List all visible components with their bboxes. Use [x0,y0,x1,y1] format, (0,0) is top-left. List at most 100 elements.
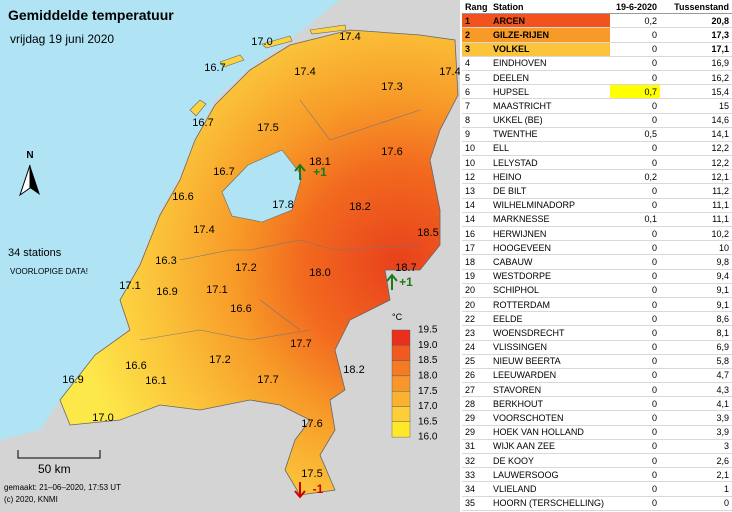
table-row: 14 MARKNESSE 0,1 11,1 [462,212,732,228]
table-cell: 0,2 [610,169,660,185]
table-cell: 17,1 [660,42,732,57]
table-cell: STAVOREN [490,382,610,398]
legend-tick: 16.0 [418,432,438,443]
table-cell: NIEUW BEERTA [490,354,610,369]
netherlands [59,29,459,496]
table-cell: 29 [462,425,490,440]
table-cell: WILHELMINADORP [490,198,610,213]
table-cell: 20 [462,297,490,313]
station-value: 16.6 [172,191,193,203]
table-cell: MARKNESSE [490,212,610,228]
table-cell: BERKHOUT [490,396,610,412]
station-value: 17.6 [381,146,402,158]
table-row: 3 VOLKEL 0 17,1 [462,42,732,57]
table-cell: HEINO [490,169,610,185]
station-value: 17.5 [257,122,278,134]
station-value: 16.7 [192,117,213,129]
header-cell: Station [490,0,610,15]
table-cell: DE KOOY [490,453,610,469]
station-value: 16.7 [213,166,234,178]
table-cell: 18 [462,254,490,270]
table-cell: WESTDORPE [490,269,610,284]
table-cell: 12,2 [660,141,732,157]
table-cell: 12,2 [660,155,732,171]
ijsselmeer [221,149,303,223]
table-cell: HOORN (TERSCHELLING) [490,496,610,511]
table-row: 2 GILZE-RIJEN 0 17,3 [462,27,732,43]
made: gemaakt: 21–06–2020, 17:53 UT [4,483,121,492]
table-row: 27 STAVOREN 0 4,3 [462,382,732,398]
legend-swatch [391,421,411,438]
legend-tick: 18.5 [418,355,438,366]
table-cell: 5 [462,70,490,86]
table-cell: 29 [462,410,490,426]
table-cell: 32 [462,453,490,469]
station-value: 17.2 [235,262,256,274]
station-value: 17.5 [301,468,322,480]
legend-swatch [391,391,411,407]
rank-change: +1 [399,275,413,289]
table-row: 29 VOORSCHOTEN 0 3,9 [462,410,732,426]
table-cell: 7 [462,98,490,114]
table-cell: 0 [610,56,660,71]
table-cell: 4 [462,56,490,71]
table-cell: 0 [660,496,732,511]
legend-swatch [391,345,411,361]
table-cell: UKKEL (BE) [490,113,610,128]
table-cell: ELL [490,141,610,157]
table-row: 23 WOENSDRECHT 0 8,1 [462,325,732,341]
table-cell: 27 [462,382,490,398]
table-cell: GILZE-RIJEN [490,27,610,43]
table-cell: VOLKEL [490,42,610,57]
table-cell: 20,8 [660,13,732,29]
table-cell: WIJK AAN ZEE [490,439,610,455]
table-cell: 0 [610,311,660,327]
table-cell: 17 [462,240,490,256]
table-row: 8 UKKEL (BE) 0 14,6 [462,113,732,128]
table-cell: 35 [462,496,490,511]
table-row: 10 ELL 0 12,2 [462,141,732,157]
table-cell: 8,6 [660,311,732,327]
rank-change: -1 [313,482,324,496]
scale-bar [17,450,101,459]
table-cell: SCHIPHOL [490,283,610,298]
table-cell: 0 [610,254,660,270]
table-cell: 3 [660,439,732,455]
table-row: 35 HOORN (TERSCHELLING) 0 0 [462,496,732,511]
table-cell: 0 [610,98,660,114]
table-row: 20 ROTTERDAM 0 9,1 [462,297,732,313]
table-cell: 34 [462,481,490,497]
table-row: 25 NIEUW BEERTA 0 5,8 [462,354,732,369]
table-row: 20 SCHIPHOL 0 9,1 [462,283,732,298]
station-value: 18.2 [349,201,370,213]
table-cell: 14 [462,212,490,228]
header-cell: 19-6-2020 [610,0,660,15]
legend-swatch [391,360,411,377]
table-cell: CABAUW [490,254,610,270]
table-row: 34 VLIELAND 0 1 [462,481,732,497]
station-value: 16.3 [155,255,176,267]
table-cell: 14,6 [660,113,732,128]
table-cell: 0 [610,226,660,242]
legend-swatch [391,329,411,346]
table-cell: 2,1 [660,467,732,483]
table-cell: 14,1 [660,127,732,142]
table-cell: HOOGEVEEN [490,240,610,256]
table-cell: VLIELAND [490,481,610,497]
table-cell: 9,1 [660,297,732,313]
station-value: 18.2 [343,364,364,376]
table-row: 31 WIJK AAN ZEE 0 3 [462,439,732,455]
wadden-islands [189,24,347,117]
legend-tick: 17.0 [418,401,438,412]
table-row: 10 LELYSTAD 0 12,2 [462,155,732,171]
table-cell: 0 [610,297,660,313]
table-cell: 0 [610,425,660,440]
table-cell: 9,8 [660,254,732,270]
table-cell: 0 [610,354,660,369]
table-cell: 0,1 [610,212,660,228]
ranking-table: Rang Station 19-6-2020 Tussenstand 1 ARCEN 0,… [462,0,732,512]
table-cell: 0 [610,496,660,511]
station-value: 17.4 [193,224,214,236]
table-cell: 0,7 [610,84,660,100]
